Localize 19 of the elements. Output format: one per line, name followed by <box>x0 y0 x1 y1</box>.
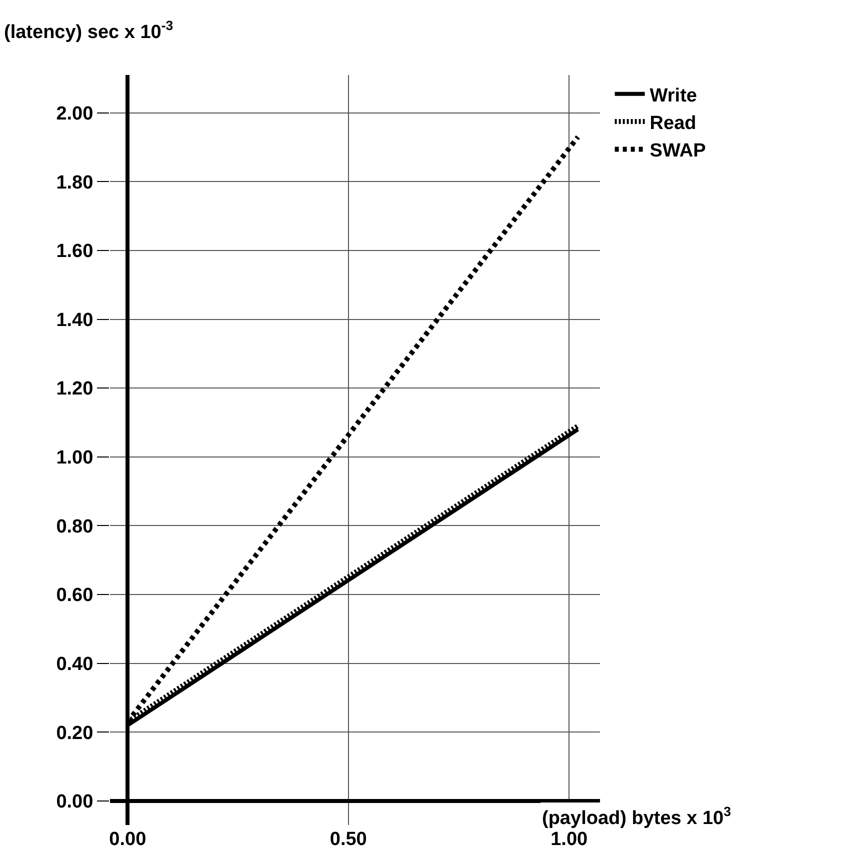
y-tick-label: 0.00 <box>56 792 94 813</box>
x-axis-title: (payload) bytes x 10$^{3}$ <box>542 804 732 829</box>
y-tick-label: 2.00 <box>56 103 94 124</box>
y-tick-label: 0.80 <box>56 516 94 538</box>
x-tick-label: 1.00 <box>550 829 588 850</box>
y-tick-label: 1.00 <box>56 448 94 469</box>
y-tick-label: 1.80 <box>56 172 94 194</box>
legend-label: Write <box>650 85 697 106</box>
legend-label: SWAP <box>650 140 706 162</box>
legend-label: Read <box>650 112 696 134</box>
y-tick-label: 1.40 <box>56 310 94 331</box>
y-tick-label: 1.20 <box>56 378 94 400</box>
y-tick-label: 0.20 <box>56 722 94 744</box>
y-axis-title: (latency) sec x 10$^{-3}$ <box>4 18 174 43</box>
y-tick-label: 0.60 <box>56 585 94 606</box>
x-tick-label: 0.50 <box>330 829 367 850</box>
x-tick-label: 0.00 <box>109 829 146 850</box>
y-tick-label: 0.40 <box>56 654 94 675</box>
y-tick-label: 1.60 <box>56 241 94 262</box>
